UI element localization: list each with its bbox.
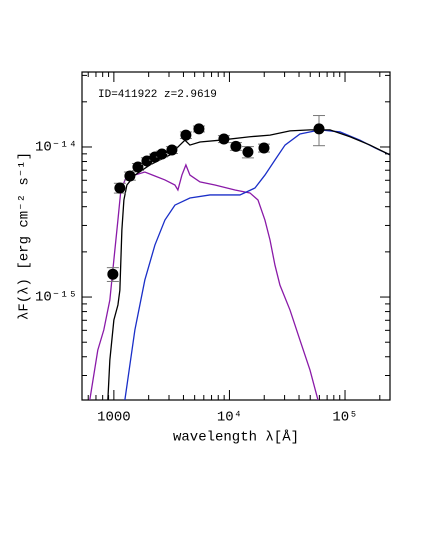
- data-point: [230, 140, 242, 152]
- data-point: [218, 133, 230, 145]
- data-point: [132, 161, 144, 173]
- x-tick-label: 10⁴: [217, 410, 242, 426]
- data-point: [242, 146, 254, 158]
- model-line: [107, 129, 390, 400]
- data-point: [114, 182, 126, 194]
- y-axis-label: λF(λ) [erg cm⁻² s⁻¹]: [17, 152, 33, 320]
- y-tick-label: 10⁻¹⁴: [35, 140, 77, 156]
- data-point: [124, 170, 136, 182]
- annotation: ID=411922 z=2.9619: [98, 89, 217, 101]
- x-axis-label: wavelength λ[Å]: [173, 429, 299, 446]
- model-line: [124, 129, 390, 400]
- data-point: [180, 129, 192, 141]
- data-point: [166, 144, 178, 156]
- x-tick-label: 1000: [97, 410, 131, 426]
- data-point: [193, 123, 205, 135]
- data-point: [258, 142, 270, 154]
- data-point: [156, 148, 168, 160]
- plot-frame: [81, 71, 391, 401]
- data-point: [107, 268, 119, 280]
- x-tick-label: 10⁵: [332, 410, 357, 426]
- model-line: [89, 163, 319, 400]
- y-tick-label: 10⁻¹⁵: [35, 290, 77, 306]
- data-point: [313, 123, 325, 135]
